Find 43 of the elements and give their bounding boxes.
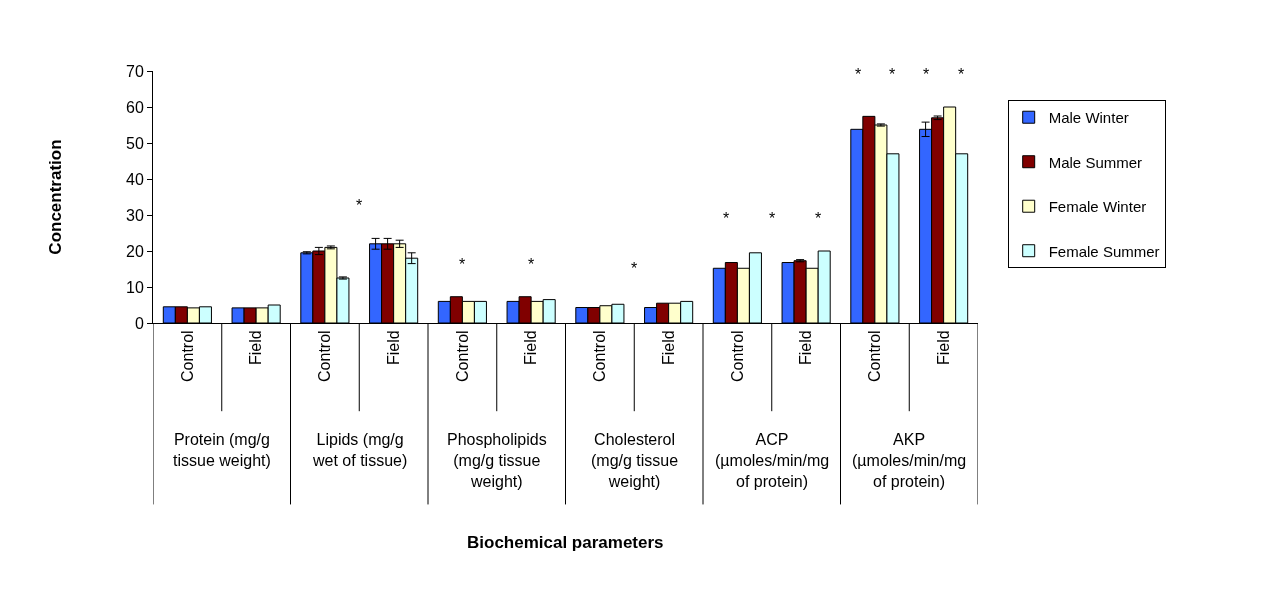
y-tick-label: 20 — [126, 242, 144, 260]
text: ACP (µmoles/min/mg of protein) — [715, 431, 830, 490]
x-tick-label: Control — [178, 330, 196, 382]
x-tick-label: Control — [453, 330, 471, 382]
y-tick-label: 40 — [126, 170, 144, 188]
annotation: * — [528, 256, 535, 273]
y-tick-label: 0 — [134, 314, 144, 332]
annotation: * — [459, 256, 466, 273]
text: Phospholipids (mg/g tissue weight) — [447, 431, 547, 490]
y-tick-label: 60 — [126, 98, 144, 116]
text: Biochemical parameters — [467, 533, 664, 552]
y-tick-label: 70 — [126, 62, 144, 80]
annotation: * — [958, 66, 965, 83]
annotation: * — [923, 66, 930, 83]
y-tick-label: 50 — [126, 134, 144, 152]
x-tick-label: Control — [866, 330, 884, 382]
annotation: * — [815, 210, 822, 227]
annotation: * — [356, 197, 363, 214]
text: Cholesterol (mg/g tissue weight) — [591, 431, 679, 490]
legend-label: Male Winter — [1048, 109, 1129, 127]
legend-label: Female Summer — [1048, 242, 1160, 260]
x-tick-label: Field — [522, 330, 540, 366]
annotation: * — [889, 66, 896, 83]
annotation: * — [769, 210, 776, 227]
y-tick-label: 10 — [126, 278, 144, 296]
x-tick-label: Field — [659, 330, 677, 366]
x-tick-label: Control — [728, 330, 746, 382]
text: Protein (mg/g tissue weight) — [173, 431, 271, 469]
legend-label: Male Summer — [1048, 153, 1143, 171]
annotation: * — [855, 66, 862, 83]
x-tick-label: Field — [934, 330, 952, 366]
y-tick-label: 30 — [126, 206, 144, 224]
x-tick-label: Control — [316, 330, 334, 382]
annotation: * — [723, 210, 730, 227]
legend-label: Female Winter — [1048, 198, 1147, 216]
annotation: * — [631, 260, 638, 277]
x-tick-label: Control — [591, 330, 609, 382]
x-tick-label: Field — [797, 330, 815, 366]
y-axis-title: Concentration — [45, 139, 65, 255]
x-tick-label: Field — [384, 330, 402, 366]
x-tick-label: Field — [247, 330, 265, 366]
text: AKP (µmoles/min/mg of protein) — [852, 431, 967, 490]
text: Lipids (mg/g wet of tissue) — [312, 431, 408, 469]
